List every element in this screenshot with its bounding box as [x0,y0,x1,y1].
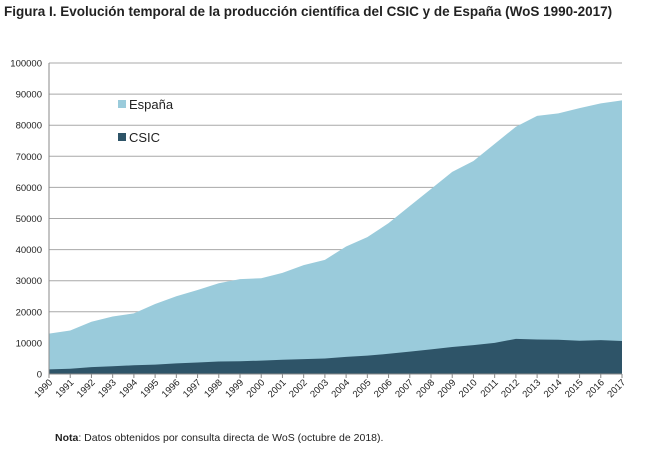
legend-label: CSIC [129,130,160,145]
y-tick-label: 90000 [16,90,42,101]
x-tick-label: 2003 [308,377,331,400]
x-tick-label: 2004 [330,377,353,400]
x-tick-label: 2001 [266,377,289,400]
y-tick-label: 30000 [16,276,42,287]
chart-note: Nota: Datos obtenidos por consulta direc… [55,432,383,444]
note-label: Nota [55,432,79,444]
x-tick-label: 1997 [181,377,204,400]
area-chart: 0 10000 20000 30000 40000 50000 60000 70000 8000… [10,59,628,401]
x-tick-label: 2015 [563,377,586,400]
x-tick-label: 2009 [436,377,459,400]
legend-swatch [118,133,126,141]
y-tick-label: 40000 [16,245,42,256]
x-tick-label: 2012 [499,377,522,400]
x-tick-label: 2005 [351,377,374,400]
legend-swatch [118,100,126,108]
y-tick-label: 80000 [16,121,42,132]
x-tick-label: 2011 [479,377,501,399]
y-tick-label: 100000 [10,59,42,70]
y-tick-label: 50000 [16,214,42,225]
y-tick-label: 0 [37,370,42,381]
y-tick-label: 20000 [16,307,42,318]
note-text: : Datos obtenidos por consulta directa d… [78,432,384,444]
area-series-espana [49,100,622,374]
x-tick-label: 2000 [245,377,268,400]
area-series-csic [49,338,622,374]
x-tick-label: 2010 [457,377,480,400]
x-tick-label: 1996 [160,377,183,400]
y-tick-label: 70000 [16,152,42,163]
x-tick-label: 2014 [542,377,565,400]
x-tick-label: 1998 [202,377,225,400]
x-tick-label: 1995 [139,377,162,400]
x-tick-label: 1994 [117,377,140,400]
x-tick-label: 1991 [54,377,77,400]
x-tick-label: 2006 [372,377,395,400]
x-tick-label: 2017 [605,377,628,400]
x-tick-label: 1999 [223,377,246,400]
chart-title: Figura I. Evolución temporal de la produ… [4,4,613,19]
y-tick-label: 10000 [16,338,42,349]
x-tick-label: 2013 [521,377,544,400]
x-tick-label: 2016 [584,377,607,400]
x-tick-label: 1992 [75,377,98,400]
x-tick-label: 2008 [414,377,437,400]
y-tick-label: 60000 [16,183,42,194]
x-tick-label: 1993 [96,377,119,400]
x-tick-label: 1990 [32,377,55,400]
x-tick-label: 2007 [393,377,416,400]
legend-label: España [129,97,174,112]
x-tick-label: 2002 [287,377,310,400]
